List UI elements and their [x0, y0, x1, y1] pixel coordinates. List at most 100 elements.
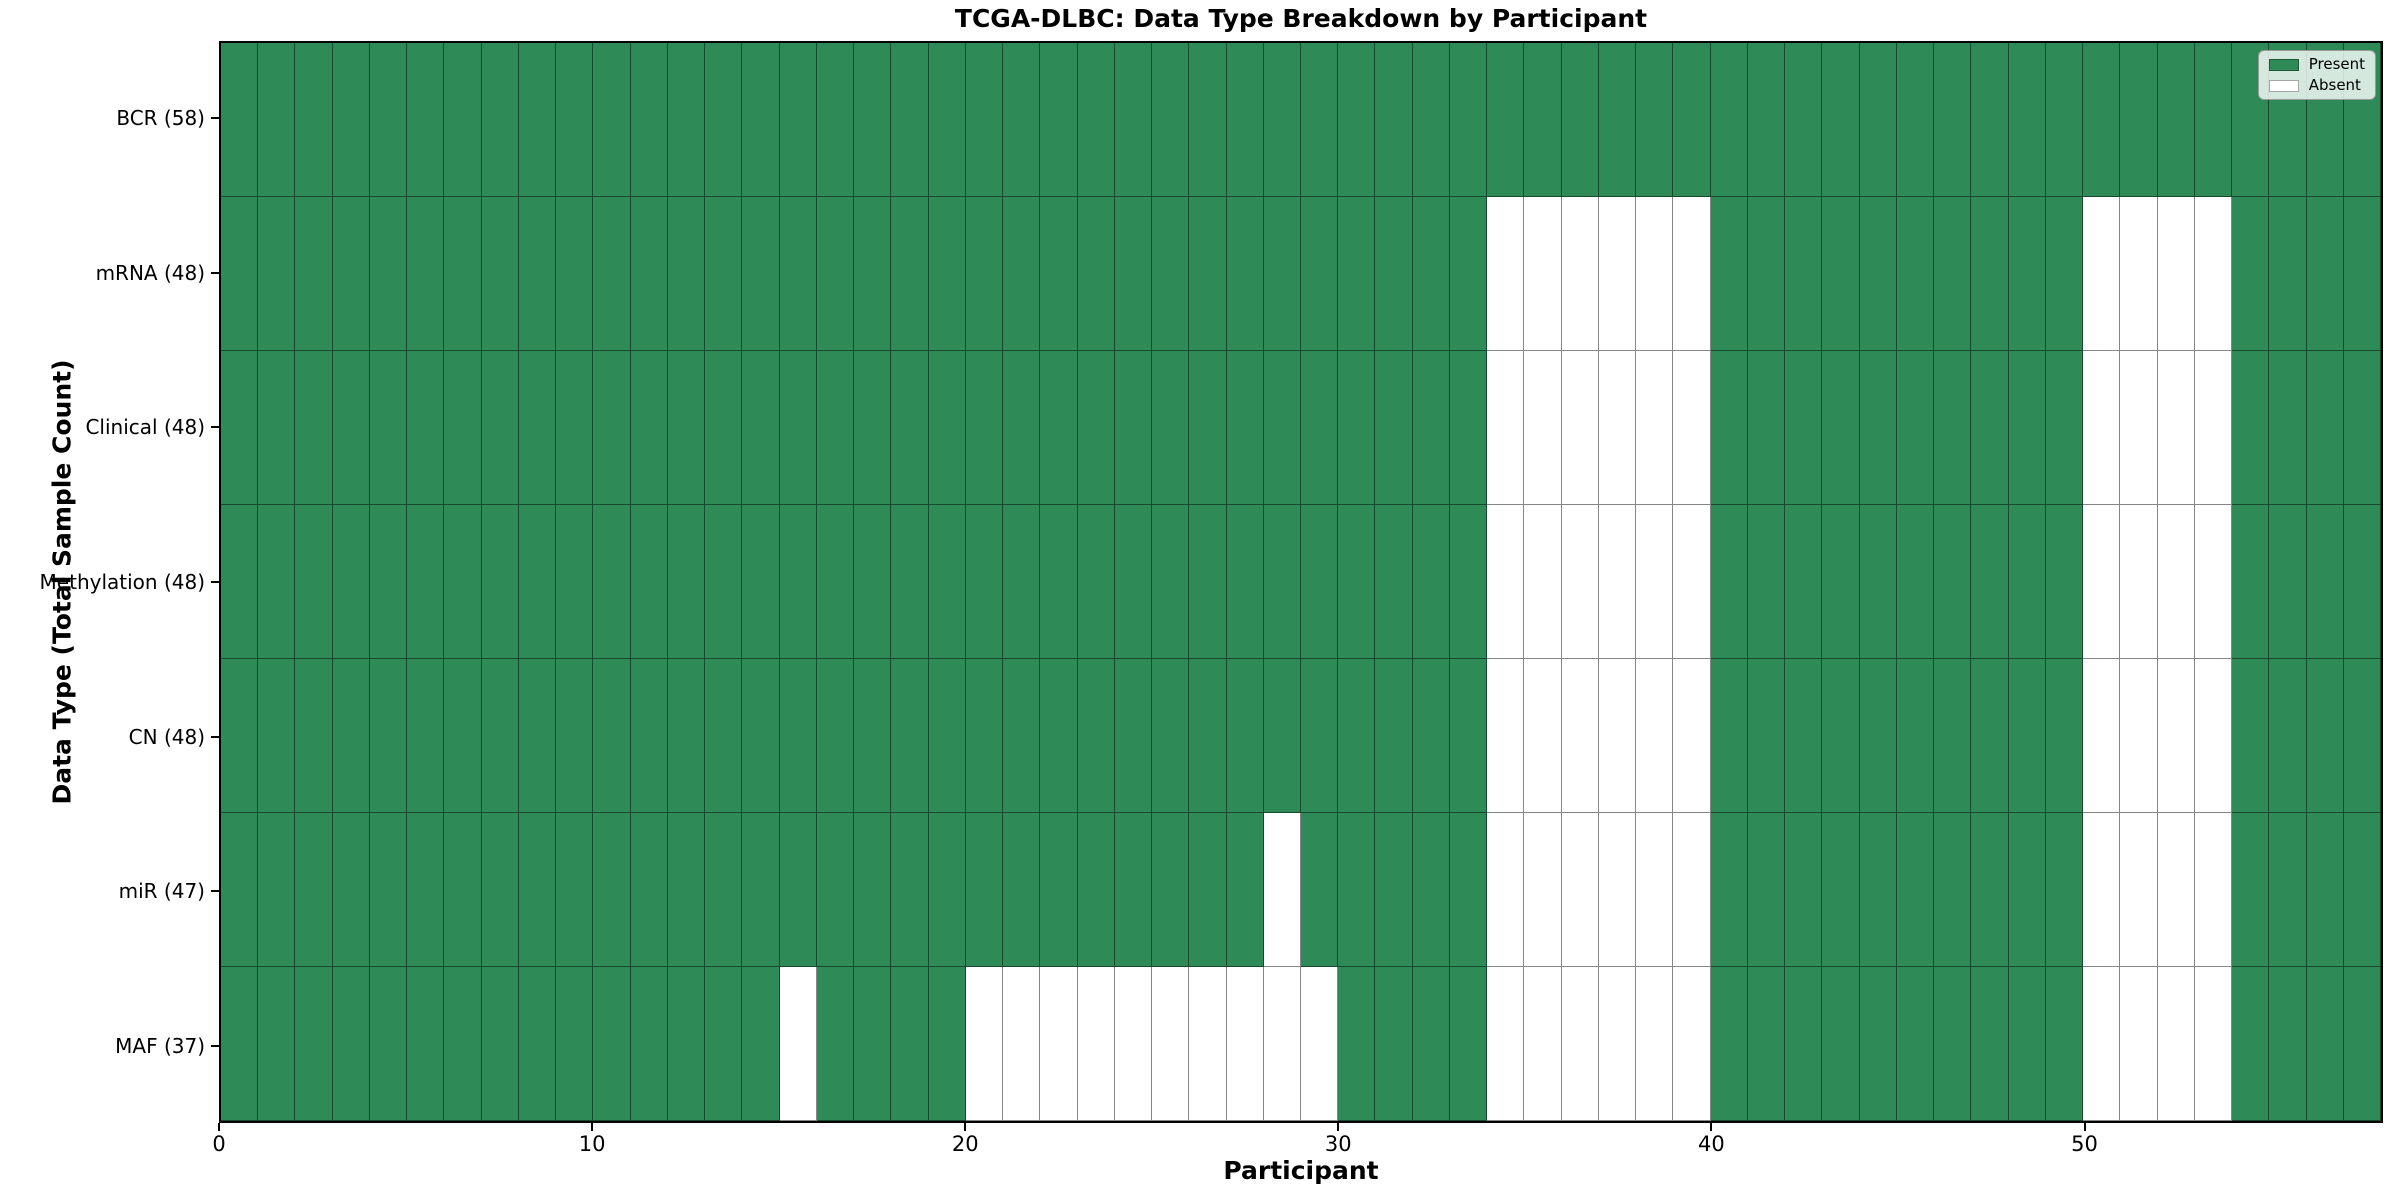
cell-clinical-p51-absent [2120, 351, 2158, 505]
cell-clinical-p27-present [1226, 351, 1264, 505]
cell-maf-p6-present [444, 967, 482, 1121]
cell-mrna-p40-present [1710, 197, 1748, 351]
cell-mrna-p13-present [705, 197, 743, 351]
cell-mrna-p33-present [1449, 197, 1488, 351]
cell-mir-p41-present [1747, 813, 1786, 967]
cell-maf-p16-present [816, 967, 855, 1121]
cell-methylation-p57-present [2343, 505, 2381, 659]
cell-mir-p32-present [1412, 813, 1450, 967]
cell-mir-p29-present [1300, 813, 1339, 967]
cell-maf-p39-absent [1673, 967, 1711, 1121]
cell-mir-p9-present [556, 813, 594, 967]
cell-bcr-p24-present [1114, 43, 1153, 197]
xtick-label-40: 40 [1698, 1132, 1725, 1156]
cell-mrna-p37-absent [1598, 197, 1637, 351]
cell-mir-p51-absent [2120, 813, 2158, 967]
chart-title: TCGA-DLBC: Data Type Breakdown by Partic… [954, 4, 1648, 33]
cell-mrna-p38-absent [1636, 197, 1674, 351]
cell-clinical-p45-present [1896, 351, 1935, 505]
cell-bcr-p25-present [1152, 43, 1190, 197]
cell-methylation-p13-present [705, 505, 743, 659]
cell-maf-p17-present [854, 967, 892, 1121]
ytick-label-cn: CN (48) [128, 724, 205, 749]
cell-mrna-p24-present [1114, 197, 1153, 351]
cell-methylation-p44-present [1859, 505, 1897, 659]
cell-mrna-p21-present [1003, 197, 1041, 351]
cell-methylation-p5-present [407, 505, 445, 659]
cell-mir-p13-present [705, 813, 743, 967]
legend-swatch-present [2268, 58, 2299, 71]
cell-mir-p6-present [444, 813, 482, 967]
cell-methylation-p15-present [779, 505, 817, 659]
cell-bcr-p23-present [1077, 43, 1115, 197]
cell-maf-p22-absent [1040, 967, 1078, 1121]
cell-bcr-p53-present [2194, 43, 2233, 197]
cell-cn-p56-present [2306, 659, 2344, 813]
cell-mir-p20-present [965, 813, 1004, 967]
cell-mrna-p10-present [593, 197, 631, 351]
cell-bcr-p37-present [1598, 43, 1637, 197]
cell-methylation-p9-present [556, 505, 594, 659]
cell-clinical-p15-present [779, 351, 817, 505]
cell-cn-p13-present [705, 659, 743, 813]
cell-clinical-p29-present [1300, 351, 1339, 505]
cell-mir-p36-absent [1561, 813, 1599, 967]
cell-clinical-p18-present [891, 351, 929, 505]
cell-maf-p27-absent [1226, 967, 1264, 1121]
cell-methylation-p48-present [2008, 505, 2046, 659]
cell-mrna-p56-present [2306, 197, 2344, 351]
xtick-label-10: 10 [578, 1132, 606, 1156]
cell-mir-p49-present [2045, 813, 2084, 967]
x-axis-label: Participant [1223, 1156, 1379, 1185]
cell-maf-p42-present [1785, 967, 1823, 1121]
cell-mrna-p42-present [1785, 197, 1823, 351]
cell-cn-p28-present [1263, 659, 1301, 813]
xtick-label-0: 0 [212, 1132, 226, 1156]
cell-maf-p3-present [332, 967, 370, 1121]
cell-methylation-p31-present [1375, 505, 1413, 659]
cell-bcr-p47-present [1971, 43, 2009, 197]
cell-mir-p57-present [2343, 813, 2381, 967]
cell-maf-p31-present [1375, 967, 1413, 1121]
cell-methylation-p42-present [1785, 505, 1823, 659]
cell-methylation-p38-absent [1636, 505, 1674, 659]
cell-mrna-p19-present [928, 197, 966, 351]
cell-maf-p45-present [1896, 967, 1935, 1121]
legend-label-absent: Absent [2308, 76, 2361, 94]
cell-mrna-p20-present [965, 197, 1004, 351]
cell-mrna-p47-present [1971, 197, 2009, 351]
cell-mrna-p54-present [2232, 197, 2270, 351]
cell-maf-p53-absent [2194, 967, 2233, 1121]
cell-mir-p12-present [667, 813, 706, 967]
cell-methylation-p40-present [1710, 505, 1748, 659]
cell-bcr-p6-present [444, 43, 482, 197]
ytick-mark [211, 271, 219, 274]
xtick-label-50: 50 [2071, 1132, 2098, 1156]
cell-mrna-p55-present [2269, 197, 2307, 351]
cell-clinical-p53-absent [2194, 351, 2233, 505]
cell-methylation-p10-present [593, 505, 631, 659]
cell-cn-p34-absent [1487, 659, 1525, 813]
cell-mir-p8-present [518, 813, 557, 967]
ytick-label-methylation: Methylation (48) [39, 570, 205, 594]
ytick-mark [211, 890, 219, 893]
cell-bcr-p31-present [1375, 43, 1413, 197]
cell-mir-p7-present [481, 813, 519, 967]
cell-clinical-p9-present [556, 351, 594, 505]
cell-clinical-p7-present [481, 351, 519, 505]
cell-mrna-p44-present [1859, 197, 1897, 351]
cell-clinical-p19-present [928, 351, 966, 505]
cell-mrna-p30-present [1338, 197, 1376, 351]
cell-maf-p37-absent [1598, 967, 1637, 1121]
cell-methylation-p56-present [2306, 505, 2344, 659]
cell-maf-p13-present [705, 967, 743, 1121]
cell-clinical-p38-absent [1636, 351, 1674, 505]
cell-clinical-p56-present [2306, 351, 2344, 505]
cell-maf-p41-present [1747, 967, 1786, 1121]
cell-bcr-p39-present [1673, 43, 1711, 197]
cell-mrna-p18-present [891, 197, 929, 351]
cell-mir-p35-absent [1524, 813, 1562, 967]
cell-mir-p19-present [928, 813, 966, 967]
cell-clinical-p6-present [444, 351, 482, 505]
cell-cn-p8-present [518, 659, 557, 813]
